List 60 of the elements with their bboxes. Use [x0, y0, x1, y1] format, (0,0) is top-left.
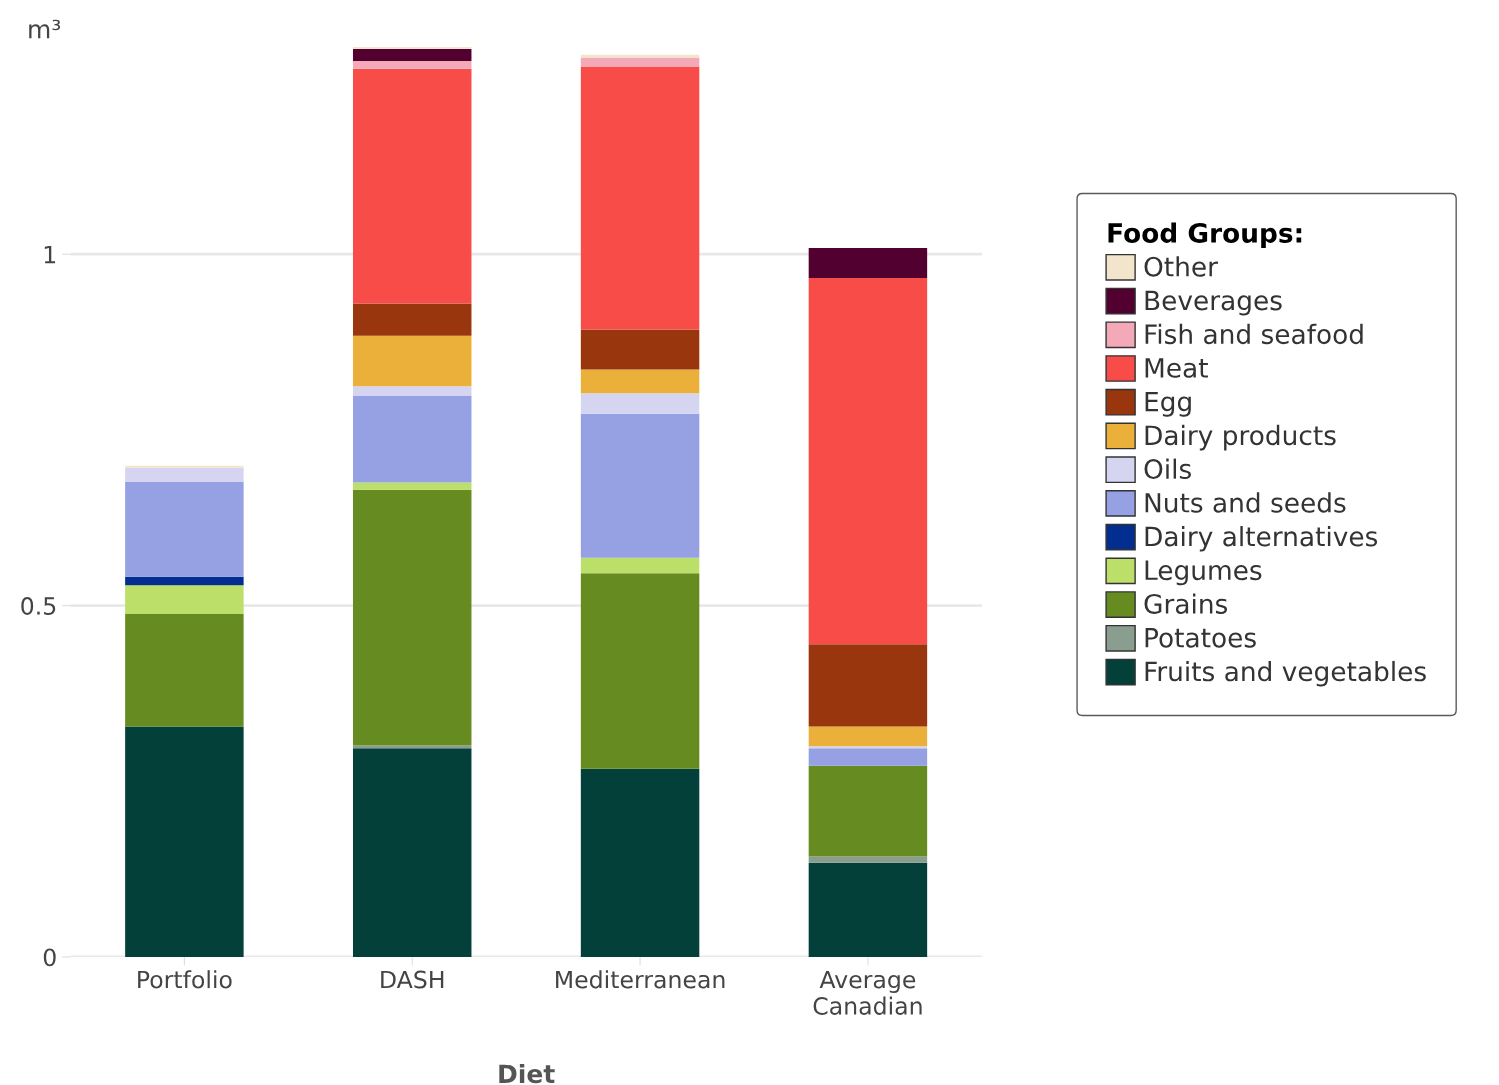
- bar: [580, 768, 700, 957]
- legend-label: Fruits and vegetables: [1145, 660, 1426, 687]
- bar: [808, 765, 928, 857]
- x-axis-title: Diet: [499, 1063, 555, 1084]
- bar: [125, 481, 244, 577]
- legend-label: Legumes: [1145, 560, 1262, 586]
- bar: [352, 46, 472, 50]
- bar: [352, 68, 472, 304]
- legend-label: Dairy alternatives: [1145, 526, 1378, 552]
- bar: [125, 726, 244, 957]
- bar: [580, 557, 700, 574]
- y-axis-title: m³: [29, 19, 61, 39]
- bar: [352, 482, 472, 490]
- legend-label: Fish and seafood: [1145, 323, 1363, 345]
- bar: [352, 386, 472, 396]
- bar: [352, 303, 472, 336]
- bar: [580, 66, 700, 330]
- y-tick-label: 0.5: [21, 597, 56, 615]
- bar: [580, 369, 700, 394]
- legend-label: Potatoes: [1145, 628, 1256, 648]
- legend-label: Grains: [1144, 593, 1228, 614]
- bar: [808, 862, 928, 957]
- legend-label: Meat: [1145, 358, 1208, 378]
- legend-title: Food Groups:: [1108, 222, 1302, 249]
- legend-label: Other: [1144, 256, 1218, 277]
- bar: [125, 576, 244, 586]
- y-tick-label: 0: [43, 948, 56, 967]
- legend-label: Oils: [1144, 458, 1191, 480]
- x-tick-label: Average Canadian: [813, 970, 922, 1015]
- y-tick-label: 1: [44, 245, 56, 264]
- bar: [352, 395, 472, 483]
- x-tick-label: DASH: [381, 970, 444, 989]
- x-tick-label: Mediterranean: [556, 970, 725, 989]
- bar: [352, 335, 472, 387]
- bar: [580, 57, 700, 67]
- bar: [580, 329, 700, 370]
- bar: [808, 856, 928, 863]
- x-tick-label: Portfolio: [138, 970, 232, 989]
- bar: [352, 49, 472, 61]
- legend-label: Egg: [1145, 391, 1191, 417]
- bar: [352, 748, 472, 957]
- bar: [808, 247, 928, 279]
- bar: [580, 573, 700, 769]
- bar: [352, 489, 472, 746]
- bar: [125, 467, 244, 482]
- bar: [808, 278, 928, 645]
- bar: [125, 585, 244, 615]
- bar: [808, 746, 928, 749]
- bar: [352, 60, 472, 69]
- legend-label: Beverages: [1145, 290, 1282, 316]
- bar: [808, 644, 928, 727]
- bar: [352, 745, 472, 749]
- bar: [808, 726, 928, 747]
- bar: [580, 413, 700, 558]
- bar: [580, 393, 700, 414]
- bar: [125, 465, 244, 468]
- legend-label: Nuts and seeds: [1145, 492, 1346, 513]
- bar: [808, 748, 928, 766]
- bar: [125, 614, 244, 727]
- legend-label: Dairy products: [1145, 424, 1336, 451]
